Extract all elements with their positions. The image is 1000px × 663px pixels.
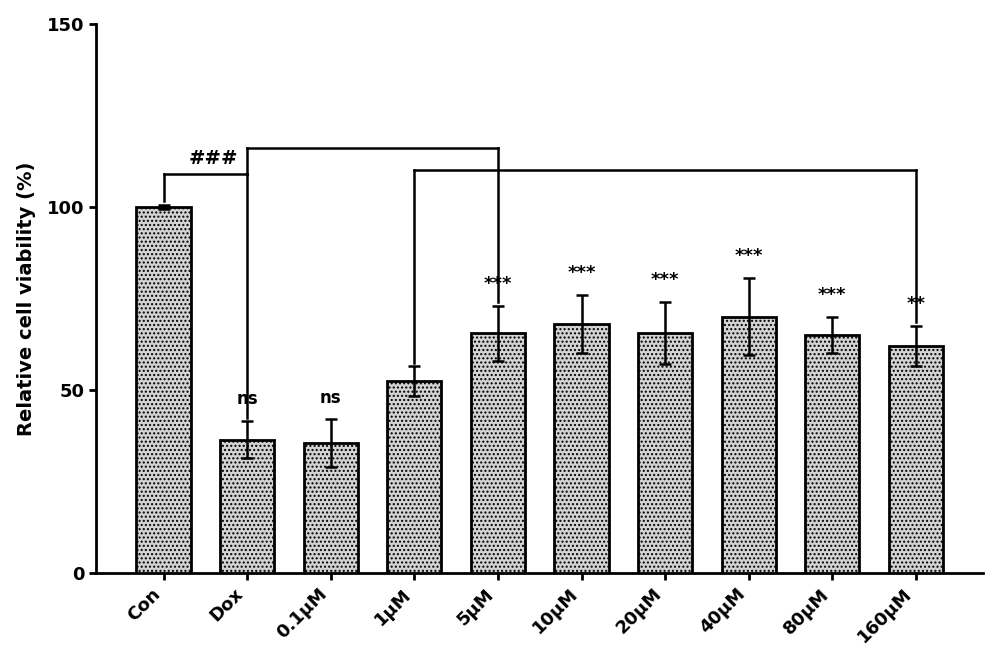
Bar bbox=[889, 346, 943, 573]
Bar bbox=[554, 324, 609, 573]
Text: ***: *** bbox=[484, 275, 512, 293]
Bar bbox=[471, 333, 525, 573]
Bar bbox=[805, 335, 859, 573]
Text: ns: ns bbox=[320, 389, 342, 406]
Y-axis label: Relative cell viability (%): Relative cell viability (%) bbox=[17, 161, 36, 436]
Bar bbox=[387, 381, 441, 573]
Text: ***: *** bbox=[734, 247, 763, 265]
Text: ***: *** bbox=[567, 264, 596, 282]
Bar bbox=[722, 317, 776, 573]
Bar bbox=[220, 440, 274, 573]
Text: **: ** bbox=[906, 295, 925, 313]
Text: ***: *** bbox=[651, 271, 679, 289]
Bar bbox=[136, 207, 191, 573]
Text: ns: ns bbox=[236, 391, 258, 408]
Bar bbox=[638, 333, 692, 573]
Bar bbox=[304, 443, 358, 573]
Text: ***: *** bbox=[818, 286, 847, 304]
Text: ###: ### bbox=[189, 149, 238, 168]
